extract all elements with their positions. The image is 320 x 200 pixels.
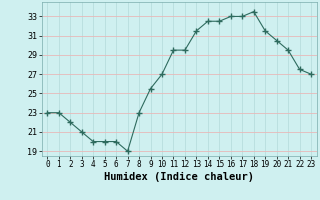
X-axis label: Humidex (Indice chaleur): Humidex (Indice chaleur) [104,172,254,182]
